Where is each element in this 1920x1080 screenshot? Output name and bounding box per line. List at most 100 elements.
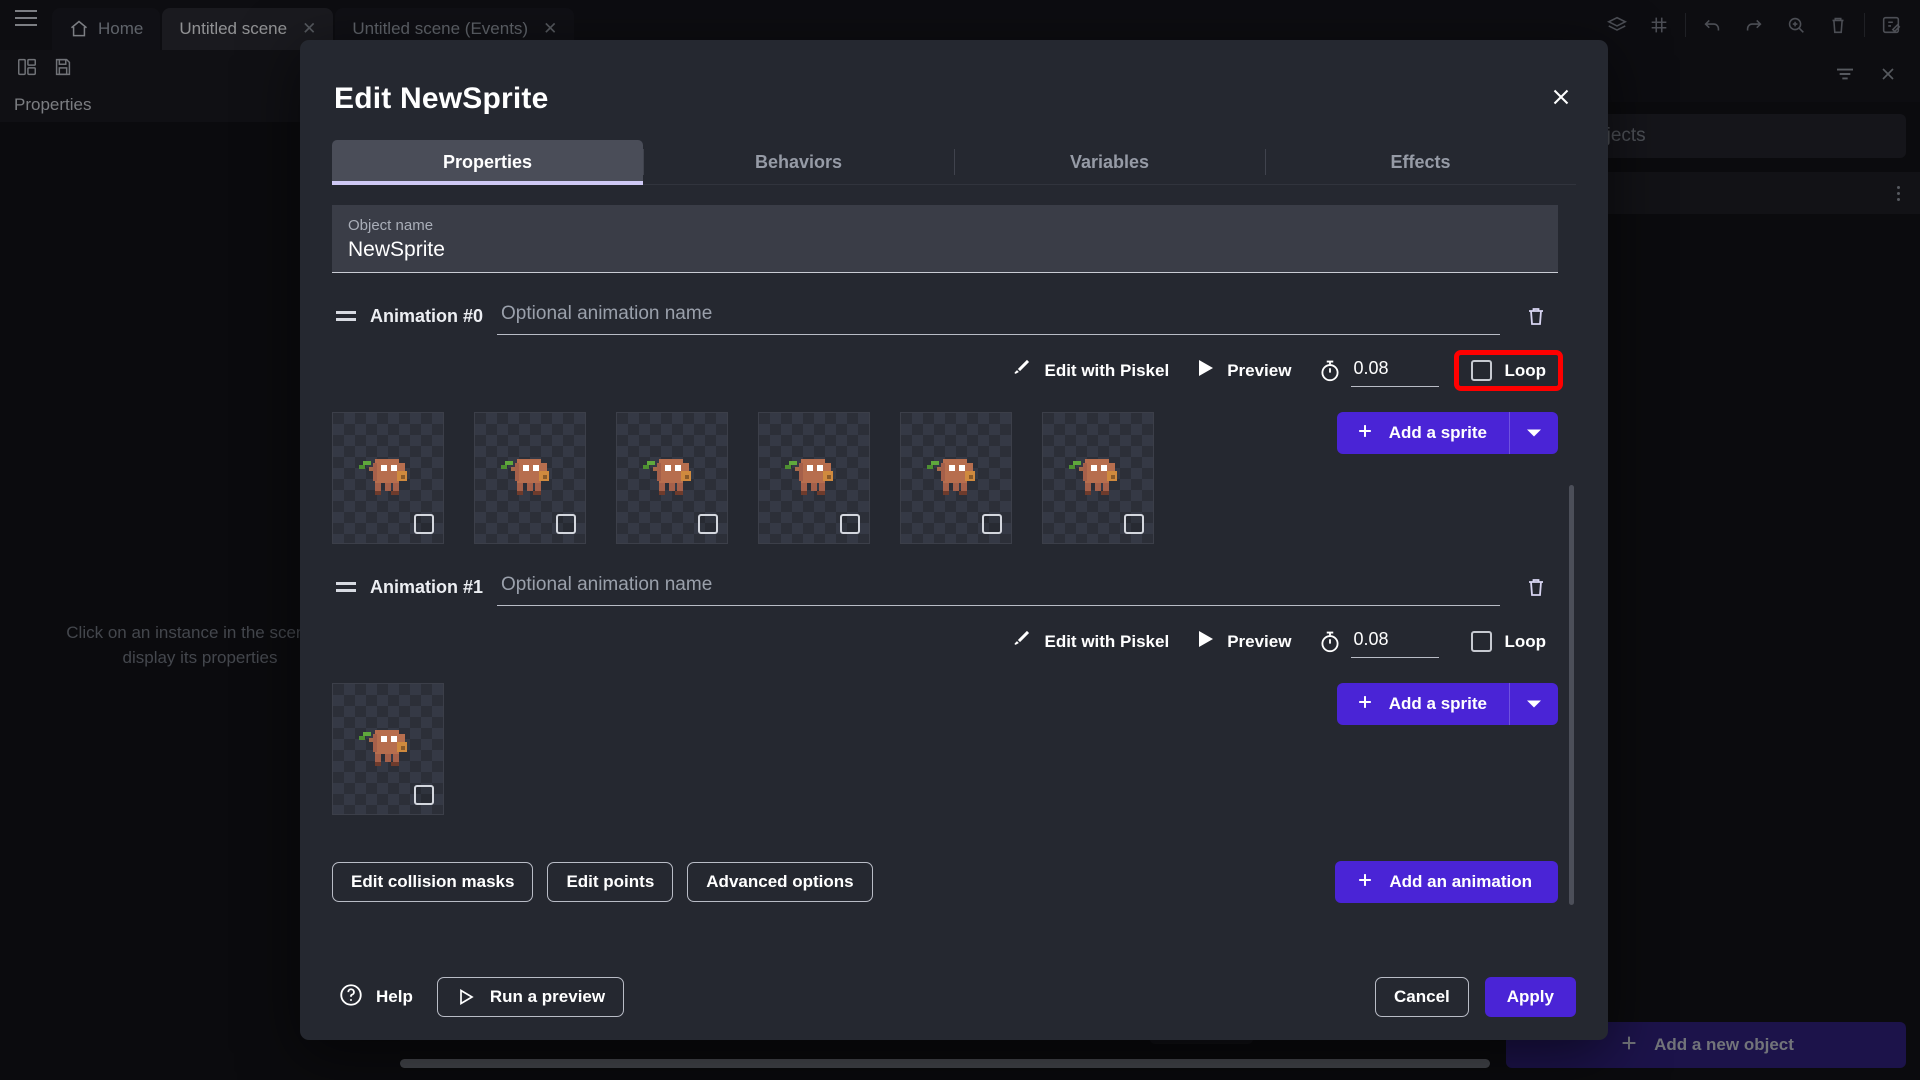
- preview-label: Preview: [1227, 631, 1292, 651]
- edit-collision-masks-button[interactable]: Edit collision masks: [332, 862, 534, 902]
- menu-icon[interactable]: [0, 0, 52, 50]
- animation-toolbar: Edit with Piskel Preview 0.08: [332, 622, 1558, 661]
- dialog-body: Object name NewSprite Animation #0 Optio…: [332, 185, 1576, 954]
- run-a-preview-button[interactable]: Run a preview: [436, 977, 625, 1017]
- add-new-object-button[interactable]: Add a new object: [1506, 1022, 1906, 1068]
- loop-checkbox-group[interactable]: Loop: [1454, 350, 1563, 391]
- animation-time-value: 0.08: [1353, 629, 1389, 649]
- tab-behaviors[interactable]: Behaviors: [643, 140, 954, 184]
- kebab-menu-icon[interactable]: [1897, 185, 1900, 201]
- frame-checkbox[interactable]: [698, 514, 718, 534]
- brush-icon: [1010, 628, 1032, 655]
- save-icon[interactable]: [52, 56, 74, 83]
- dialog-vertical-scrollbar[interactable]: [1569, 485, 1574, 905]
- play-icon: [1197, 629, 1215, 654]
- button-divider: [1509, 683, 1510, 725]
- animation-row: Animation #1 Optional animation name: [332, 568, 1558, 606]
- zoom-in-icon[interactable]: [1775, 0, 1817, 50]
- add-sprite-button[interactable]: Add a sprite: [1337, 421, 1509, 446]
- sprite-frame[interactable]: [758, 412, 870, 544]
- add-animation-button[interactable]: Add an animation: [1335, 861, 1558, 903]
- drag-handle-icon[interactable]: [336, 582, 356, 592]
- play-outline-icon: [456, 987, 476, 1007]
- sprite-frame[interactable]: [474, 412, 586, 544]
- frame-checkbox[interactable]: [840, 514, 860, 534]
- filter-icon[interactable]: [1834, 66, 1856, 87]
- animation-label: Animation #1: [370, 576, 484, 597]
- tab-effects-label: Effects: [1390, 151, 1451, 172]
- tab-close-icon[interactable]: ✕: [302, 19, 317, 38]
- menu-bar-2: [15, 17, 37, 19]
- loop-checkbox-group[interactable]: Loop: [1459, 626, 1558, 657]
- tab-properties[interactable]: Properties: [332, 140, 643, 185]
- preview-button[interactable]: Preview: [1183, 352, 1305, 389]
- run-a-preview-label: Run a preview: [489, 987, 606, 1006]
- frame-checkbox[interactable]: [414, 514, 434, 534]
- tab-variables[interactable]: Variables: [954, 140, 1265, 184]
- pig-sprite: [643, 459, 691, 495]
- chevron-down-icon[interactable]: [1510, 699, 1558, 709]
- edit-with-piskel-button[interactable]: Edit with Piskel: [996, 351, 1183, 390]
- frame-checkbox[interactable]: [1124, 514, 1144, 534]
- undo-icon[interactable]: [1691, 0, 1733, 50]
- object-name-field[interactable]: Object name NewSprite: [332, 205, 1558, 273]
- dialog-title: Edit NewSprite: [334, 82, 549, 115]
- tab-close-icon[interactable]: ✕: [543, 19, 558, 38]
- add-sprite-button[interactable]: Add a sprite: [1337, 692, 1509, 717]
- layers-icon[interactable]: [1596, 0, 1638, 50]
- dialog-close-button[interactable]: [1544, 80, 1578, 114]
- animation-time-input[interactable]: 0.08: [1351, 354, 1440, 387]
- sprite-frame[interactable]: [1042, 412, 1154, 544]
- close-icon[interactable]: [1878, 64, 1898, 89]
- add-sprite-label: Add a sprite: [1388, 423, 1487, 442]
- preview-label: Preview: [1227, 360, 1292, 380]
- animation-name-input[interactable]: Optional animation name: [497, 568, 1500, 606]
- apply-button[interactable]: Apply: [1484, 977, 1576, 1017]
- cancel-label: Cancel: [1394, 987, 1450, 1006]
- tab-effects[interactable]: Effects: [1265, 140, 1576, 184]
- object-name-label: Object name: [348, 217, 434, 234]
- plus-icon: [1355, 421, 1375, 446]
- animation-time-input[interactable]: 0.08: [1351, 625, 1440, 658]
- add-new-object-label: Add a new object: [1654, 1035, 1794, 1054]
- delete-animation-button[interactable]: [1514, 575, 1558, 599]
- edit-points-button[interactable]: Edit points: [547, 862, 674, 902]
- grid-icon[interactable]: [1638, 0, 1680, 50]
- pig-sprite: [501, 459, 549, 495]
- apply-label: Apply: [1506, 987, 1554, 1006]
- loop-checkbox[interactable]: [1471, 631, 1493, 652]
- preview-button[interactable]: Preview: [1183, 623, 1305, 660]
- pig-sprite: [927, 459, 975, 495]
- hint-line-1: Click on an instance in the scene to: [66, 623, 334, 642]
- cancel-button[interactable]: Cancel: [1375, 977, 1469, 1017]
- sprite-frame[interactable]: [332, 683, 444, 815]
- sprite-frame[interactable]: [616, 412, 728, 544]
- animation-name-input[interactable]: Optional animation name: [497, 297, 1500, 335]
- frame-checkbox[interactable]: [556, 514, 576, 534]
- frame-checkbox[interactable]: [414, 785, 434, 805]
- edit-with-piskel-button[interactable]: Edit with Piskel: [996, 622, 1183, 661]
- sprite-frame[interactable]: [900, 412, 1012, 544]
- frame-checkbox[interactable]: [982, 514, 1002, 534]
- delete-animation-button[interactable]: [1514, 304, 1558, 328]
- panel-layout-icon[interactable]: [16, 56, 38, 83]
- button-divider: [1509, 412, 1510, 454]
- scene-horizontal-scrollbar[interactable]: [400, 1059, 1490, 1068]
- frames-list: [332, 683, 444, 815]
- redo-icon[interactable]: [1733, 0, 1775, 50]
- sprite-frame[interactable]: [332, 412, 444, 544]
- animation-toolbar: Edit with Piskel Preview 0.08: [332, 350, 1563, 391]
- help-button[interactable]: Help: [332, 976, 419, 1019]
- drag-handle-icon[interactable]: [336, 311, 356, 321]
- brush-icon: [1010, 357, 1032, 384]
- trash-icon[interactable]: [1817, 0, 1859, 50]
- tab-properties-label: Properties: [442, 151, 533, 172]
- play-icon: [1197, 358, 1215, 383]
- tab-home[interactable]: Home: [52, 8, 161, 50]
- edit-scene-icon[interactable]: [1870, 0, 1912, 50]
- chevron-down-icon[interactable]: [1510, 428, 1558, 438]
- loop-checkbox[interactable]: [1471, 360, 1493, 381]
- advanced-options-button[interactable]: Advanced options: [687, 862, 873, 902]
- animation-name-placeholder: Optional animation name: [501, 303, 713, 324]
